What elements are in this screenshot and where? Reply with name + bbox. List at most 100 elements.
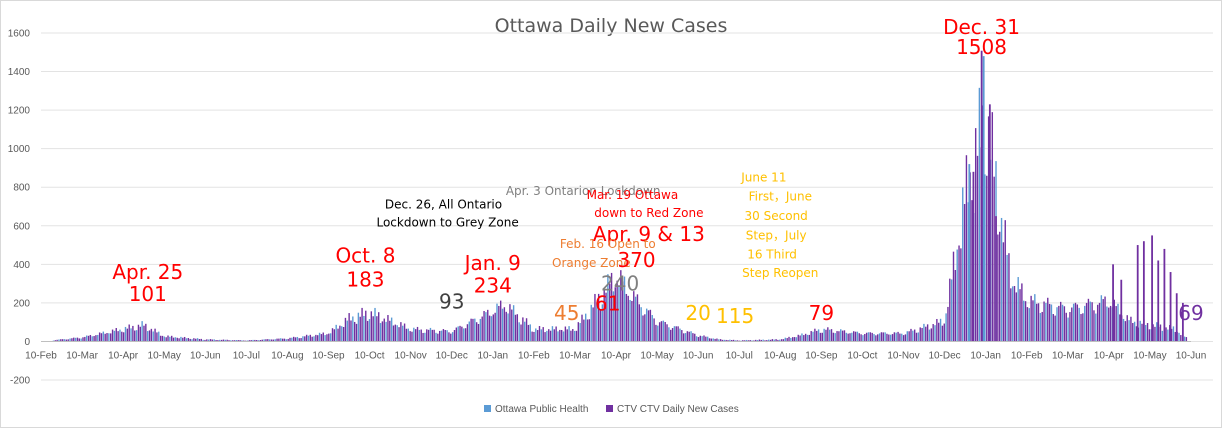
bar bbox=[1032, 300, 1034, 342]
bar bbox=[710, 338, 713, 342]
bar bbox=[943, 323, 945, 342]
bar bbox=[1169, 272, 1172, 342]
x-tick-label: 10-Oct bbox=[847, 350, 877, 361]
bar bbox=[337, 328, 339, 342]
bar bbox=[609, 283, 611, 342]
bar bbox=[276, 338, 278, 342]
bar bbox=[766, 340, 768, 342]
bar bbox=[379, 323, 382, 342]
bar bbox=[843, 330, 846, 342]
bar bbox=[836, 331, 838, 342]
bar bbox=[838, 331, 840, 342]
bar bbox=[183, 336, 186, 342]
bar bbox=[712, 338, 714, 342]
bar bbox=[394, 324, 397, 342]
bar bbox=[889, 334, 892, 342]
bar bbox=[124, 326, 127, 342]
bar bbox=[1146, 323, 1149, 342]
bar bbox=[378, 312, 380, 342]
bar bbox=[206, 339, 208, 342]
bar bbox=[457, 326, 459, 342]
bar bbox=[729, 339, 731, 342]
bar bbox=[1011, 286, 1014, 342]
bar bbox=[1071, 307, 1073, 342]
bar bbox=[1106, 306, 1108, 342]
bar bbox=[261, 339, 263, 342]
bar bbox=[407, 328, 409, 342]
x-tick-label: 10-Feb bbox=[518, 350, 550, 361]
bar bbox=[137, 324, 140, 342]
bar bbox=[747, 340, 750, 342]
bar bbox=[311, 336, 313, 342]
bar bbox=[557, 331, 559, 342]
bar bbox=[193, 338, 195, 342]
bar bbox=[463, 328, 465, 342]
bar bbox=[220, 339, 223, 342]
bar bbox=[416, 326, 419, 342]
bar bbox=[274, 339, 276, 342]
bar bbox=[1178, 332, 1180, 342]
bar bbox=[335, 324, 337, 342]
bar bbox=[546, 330, 548, 342]
bar bbox=[1056, 307, 1058, 342]
bar bbox=[734, 340, 737, 342]
bar bbox=[1108, 307, 1110, 342]
bar bbox=[633, 291, 635, 342]
bar bbox=[67, 339, 69, 342]
annotation-label: First，June bbox=[749, 190, 812, 204]
bar bbox=[668, 327, 670, 342]
bar bbox=[531, 331, 533, 342]
bar bbox=[828, 329, 831, 342]
bar bbox=[925, 326, 927, 342]
bar bbox=[361, 307, 363, 342]
bar bbox=[716, 338, 718, 342]
bar bbox=[620, 270, 622, 342]
bar bbox=[662, 320, 665, 342]
annotation-label: Step Reopen bbox=[742, 266, 818, 280]
bar bbox=[146, 331, 149, 342]
bar bbox=[424, 332, 426, 342]
bar bbox=[821, 332, 823, 342]
bar bbox=[209, 339, 212, 342]
bar bbox=[383, 318, 385, 342]
bar bbox=[913, 329, 916, 342]
annotation-label: June 11 bbox=[740, 170, 786, 184]
bar bbox=[287, 338, 289, 342]
bar bbox=[882, 332, 884, 342]
bar bbox=[492, 314, 494, 342]
bar bbox=[429, 327, 432, 342]
bar bbox=[888, 334, 890, 342]
bar bbox=[751, 340, 753, 342]
bar bbox=[938, 322, 940, 342]
bar bbox=[348, 313, 350, 342]
bar bbox=[414, 329, 417, 342]
bar bbox=[915, 332, 918, 342]
bar bbox=[518, 322, 520, 342]
bar bbox=[270, 339, 273, 342]
bar bbox=[978, 87, 981, 342]
bar bbox=[873, 334, 875, 342]
annotation-label: 370 bbox=[617, 248, 655, 272]
bar bbox=[827, 327, 829, 342]
annotation-label: 69 bbox=[1178, 301, 1203, 325]
bar bbox=[398, 327, 400, 342]
bar bbox=[296, 336, 299, 342]
bar bbox=[117, 331, 119, 342]
bar bbox=[1126, 315, 1128, 342]
bar bbox=[725, 339, 727, 342]
bar bbox=[231, 340, 234, 342]
bar bbox=[1120, 279, 1123, 342]
bar bbox=[405, 328, 408, 342]
bar bbox=[1013, 286, 1016, 342]
bar bbox=[623, 276, 626, 342]
bar bbox=[267, 339, 269, 342]
bar bbox=[509, 304, 511, 342]
bar bbox=[851, 332, 853, 342]
bar bbox=[627, 295, 629, 342]
bar bbox=[714, 338, 716, 342]
bar bbox=[871, 332, 873, 342]
bar bbox=[418, 329, 421, 342]
bar bbox=[165, 337, 167, 342]
bar bbox=[988, 104, 991, 342]
annotation-label: Apr. 3 Ontarion Lockdown bbox=[506, 184, 661, 198]
